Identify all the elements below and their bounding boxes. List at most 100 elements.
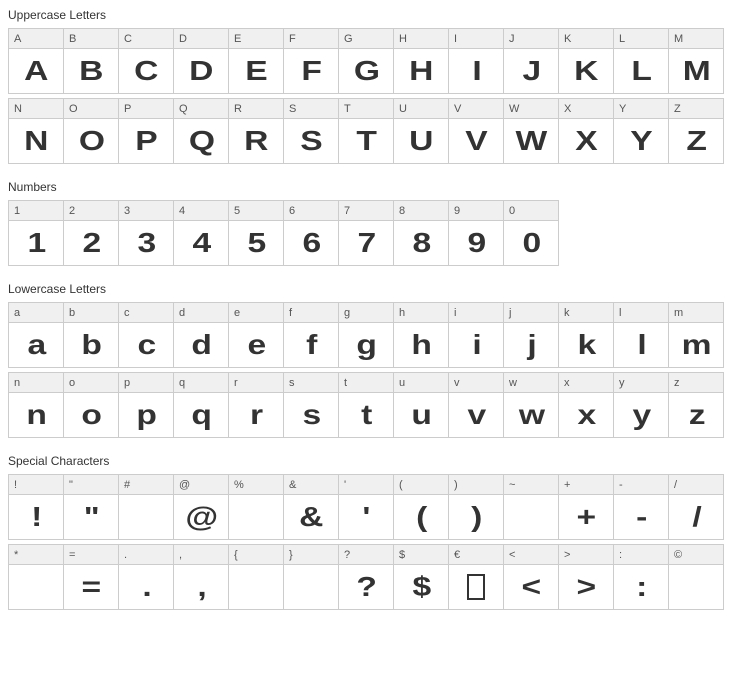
glyph-cell[interactable]: 11 [8,200,64,266]
glyph-cell[interactable]: WW [503,98,559,164]
glyph-cell[interactable]: RR [228,98,284,164]
glyph-cell[interactable]: ~ [503,474,559,540]
glyph-cell[interactable]: SS [283,98,339,164]
glyph-cell[interactable]: { [228,544,284,610]
glyph-cell[interactable]: >> [558,544,614,610]
glyph-cell[interactable]: uu [393,372,449,438]
glyph-cell[interactable]: ss [283,372,339,438]
glyph-cell[interactable]: aa [8,302,64,368]
glyph-cell[interactable]: pp [118,372,174,438]
glyph-cell[interactable]: © [668,544,724,610]
glyph-cell[interactable]: mm [668,302,724,368]
glyph-cell[interactable]: ff [283,302,339,368]
glyph-cell[interactable]: rr [228,372,284,438]
glyph-cell[interactable]: BB [63,28,119,94]
glyph-cell[interactable]: OO [63,98,119,164]
glyph-cell[interactable]: YY [613,98,669,164]
glyph-cell[interactable]: AA [8,28,64,94]
glyph-label: h [394,303,448,323]
glyph-cell[interactable]: :: [613,544,669,610]
glyph-cell[interactable]: QQ [173,98,229,164]
glyph-display: I [449,49,503,93]
glyph-cell[interactable]: xx [558,372,614,438]
glyph-shape: p [136,399,155,431]
glyph-cell[interactable]: oo [63,372,119,438]
glyph-cell[interactable]: JJ [503,28,559,94]
glyph-cell[interactable]: HH [393,28,449,94]
glyph-cell[interactable]: LL [613,28,669,94]
glyph-cell[interactable]: bb [63,302,119,368]
glyph-cell[interactable]: VV [448,98,504,164]
glyph-cell[interactable]: yy [613,372,669,438]
glyph-cell[interactable]: DD [173,28,229,94]
glyph-cell[interactable]: "" [63,474,119,540]
glyph-label: q [174,373,228,393]
glyph-cell[interactable]: EE [228,28,284,94]
glyph-cell[interactable]: // [668,474,724,540]
glyph-display: w [504,393,558,437]
glyph-cell[interactable]: 00 [503,200,559,266]
glyph-cell[interactable]: # [118,474,174,540]
glyph-cell[interactable]: !! [8,474,64,540]
glyph-cell[interactable]: 77 [338,200,394,266]
glyph-cell[interactable]: tt [338,372,394,438]
glyph-cell[interactable]: * [8,544,64,610]
glyph-cell[interactable]: dd [173,302,229,368]
glyph-cell[interactable]: ll [613,302,669,368]
glyph-cell[interactable]: (( [393,474,449,540]
glyph-cell[interactable]: TT [338,98,394,164]
glyph-cell[interactable]: PP [118,98,174,164]
glyph-cell[interactable]: << [503,544,559,610]
glyph-cell[interactable]: ZZ [668,98,724,164]
glyph-cell[interactable]: '' [338,474,394,540]
glyph-cell[interactable]: ++ [558,474,614,540]
glyph-cell[interactable]: ?? [338,544,394,610]
glyph-cell[interactable]: ,, [173,544,229,610]
glyph-cell[interactable]: ww [503,372,559,438]
glyph-cell[interactable]: 99 [448,200,504,266]
glyph-cell[interactable]: 88 [393,200,449,266]
glyph-label: & [284,475,338,495]
glyph-cell[interactable]: NN [8,98,64,164]
glyph-shape: j [527,329,535,361]
glyph-cell[interactable]: 44 [173,200,229,266]
glyph-cell[interactable]: $$ [393,544,449,610]
glyph-cell[interactable]: kk [558,302,614,368]
glyph-cell[interactable]: -- [613,474,669,540]
glyph-cell[interactable]: ii [448,302,504,368]
glyph-label: * [9,545,63,565]
glyph-cell[interactable]: GG [338,28,394,94]
glyph-cell[interactable]: .. [118,544,174,610]
glyph-cell[interactable]: == [63,544,119,610]
glyph-cell[interactable]: 22 [63,200,119,266]
glyph-cell[interactable]: MM [668,28,724,94]
glyph-cell[interactable]: € [448,544,504,610]
glyph-shape: W [516,125,547,157]
glyph-shape: $ [412,571,429,603]
glyph-cell[interactable]: } [283,544,339,610]
glyph-cell[interactable]: @@ [173,474,229,540]
glyph-cell[interactable]: )) [448,474,504,540]
glyph-cell[interactable]: II [448,28,504,94]
glyph-cell[interactable]: FF [283,28,339,94]
glyph-cell[interactable]: ee [228,302,284,368]
glyph-cell[interactable]: CC [118,28,174,94]
glyph-cell[interactable]: 33 [118,200,174,266]
glyph-cell[interactable]: KK [558,28,614,94]
glyph-cell[interactable]: zz [668,372,724,438]
glyph-cell[interactable]: 55 [228,200,284,266]
glyph-shape: J [522,55,539,87]
glyph-cell[interactable]: && [283,474,339,540]
glyph-cell[interactable]: qq [173,372,229,438]
glyph-cell[interactable]: cc [118,302,174,368]
glyph-cell[interactable]: 66 [283,200,339,266]
glyph-cell[interactable]: nn [8,372,64,438]
glyph-cell[interactable]: UU [393,98,449,164]
glyph-cell[interactable]: hh [393,302,449,368]
glyph-cell[interactable]: jj [503,302,559,368]
glyph-cell[interactable]: % [228,474,284,540]
glyph-cell[interactable]: gg [338,302,394,368]
glyph-label: n [9,373,63,393]
glyph-cell[interactable]: vv [448,372,504,438]
glyph-cell[interactable]: XX [558,98,614,164]
